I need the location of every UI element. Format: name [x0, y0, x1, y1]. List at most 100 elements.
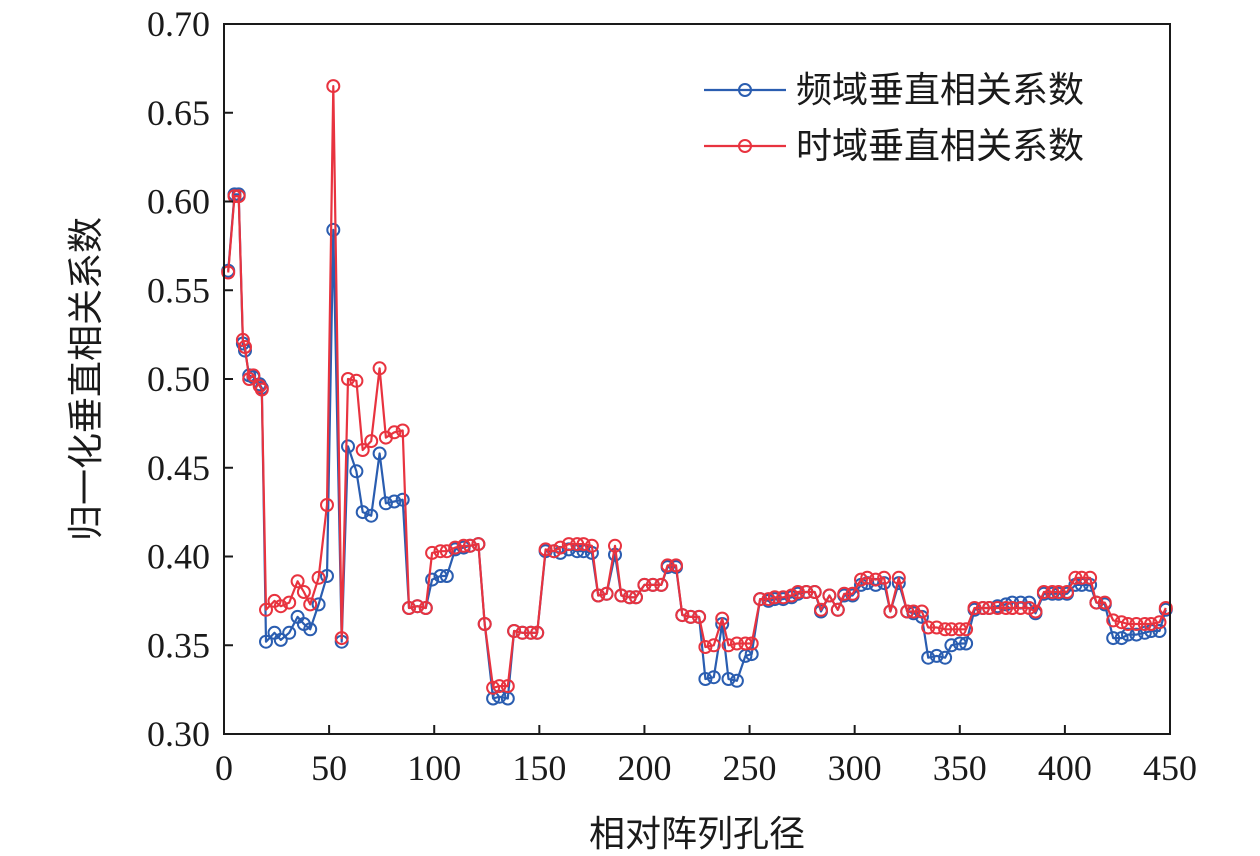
data-point-series-1 [1152, 624, 1167, 638]
data-point-series-2 [1036, 585, 1051, 599]
x-tick-label: 150 [512, 748, 566, 788]
data-point-series-2 [515, 625, 530, 640]
data-point-series-2 [938, 622, 953, 637]
data-point-series-2 [622, 590, 637, 605]
x-tick-label: 400 [1038, 748, 1092, 788]
data-point-series-2 [860, 570, 875, 585]
data-point-series-2 [418, 601, 433, 615]
data-point-series-2 [1013, 601, 1028, 615]
data-point-series-2 [683, 609, 698, 624]
data-point-series-1 [326, 222, 341, 237]
data-point-series-1 [341, 439, 355, 454]
data-point-series-1 [952, 636, 967, 651]
x-tick-label: 50 [311, 748, 347, 788]
x-tick-label: 450 [1143, 748, 1197, 788]
data-point-series-2 [425, 545, 440, 560]
y-tick-label: 0.30 [147, 714, 210, 754]
data-point-series-2 [790, 585, 805, 599]
data-point-series-2 [776, 590, 791, 605]
data-point-series-2 [296, 585, 311, 599]
data-point-series-1 [439, 569, 454, 583]
data-point-series-1 [1121, 627, 1135, 642]
data-point-series-2 [944, 622, 959, 637]
data-point-series-1 [311, 597, 326, 612]
data-point-series-2 [814, 602, 828, 617]
data-point-series-2 [410, 599, 425, 614]
data-point-series-2 [1074, 570, 1089, 585]
y-tick-label: 0.60 [147, 182, 210, 222]
data-point-series-2 [692, 609, 707, 624]
data-point-series-2 [402, 601, 416, 615]
x-tick-label: 250 [723, 748, 777, 788]
legend-label-2: 时域垂直相关系数 [796, 126, 1084, 167]
data-point-series-2 [914, 604, 929, 619]
data-point-series-2 [433, 544, 448, 559]
data-point-series-2 [845, 586, 860, 601]
data-point-series-2 [530, 625, 545, 640]
data-point-series-2 [507, 624, 522, 638]
data-point-series-2 [729, 636, 744, 651]
data-point-series-2 [553, 540, 568, 555]
data-point-series-2 [1045, 585, 1060, 599]
data-point-series-2 [654, 577, 669, 592]
data-point-series-2 [738, 636, 753, 651]
data-point-series-2 [1051, 585, 1066, 599]
data-point-series-2 [990, 601, 1005, 615]
x-axis-title: 相对阵列孔径 [589, 814, 805, 855]
data-point-series-2 [854, 572, 868, 587]
data-point-series-2 [326, 79, 341, 94]
data-point-series-2 [290, 574, 305, 589]
data-point-series-2 [439, 544, 454, 559]
data-point-series-1 [1129, 627, 1144, 642]
data-point-series-2 [744, 636, 759, 651]
series-layer [221, 79, 1173, 706]
data-point-series-1 [387, 494, 402, 509]
data-point-series-2 [830, 602, 845, 617]
data-point-series-1 [364, 508, 379, 523]
data-point-series-2 [599, 586, 614, 601]
y-tick-label: 0.50 [147, 359, 210, 399]
data-point-series-1 [372, 446, 387, 461]
data-point-series-2 [387, 425, 402, 440]
data-point-series-2 [246, 368, 261, 383]
data-point-series-2 [698, 640, 713, 654]
data-point-series-1 [744, 647, 759, 662]
data-point-series-2 [372, 361, 387, 376]
data-point-series-2 [1089, 595, 1104, 610]
data-point-series-2 [1005, 601, 1020, 615]
data-point-series-2 [561, 537, 576, 552]
data-point-series-2 [311, 570, 326, 585]
data-point-series-1 [303, 622, 318, 637]
data-point-series-1 [378, 496, 393, 511]
data-point-series-1 [433, 569, 448, 583]
data-point-series-2 [238, 340, 252, 354]
data-point-series-2 [837, 586, 852, 601]
data-point-series-2 [900, 604, 915, 619]
data-point-series-2 [929, 620, 944, 635]
data-point-series-2 [235, 332, 250, 347]
data-point-series-2 [868, 572, 883, 587]
data-point-series-1 [698, 672, 713, 686]
data-point-series-1 [729, 673, 744, 688]
y-axis-title: 归一化垂直相关系数 [66, 217, 107, 541]
data-point-series-2 [1152, 615, 1167, 630]
legend-label-1: 频域垂直相关系数 [796, 70, 1084, 111]
data-point-series-2 [1106, 613, 1121, 628]
data-point-series-2 [614, 588, 629, 603]
data-point-series-1 [921, 650, 936, 665]
y-axis: 0.30 0.35 0.40 0.45 0.50 0.55 0.60 0.65 0.70 [147, 4, 233, 754]
data-point-series-2 [975, 601, 990, 615]
data-point-series-1 [706, 670, 721, 685]
data-point-series-2 [753, 592, 768, 607]
legend-marker-1 [738, 83, 752, 97]
x-tick-label: 300 [828, 748, 882, 788]
data-point-series-1 [282, 625, 297, 640]
data-point-series-2 [952, 622, 967, 637]
data-point-series-2 [999, 601, 1013, 615]
legend-marker-2 [738, 139, 752, 153]
data-point-series-2 [1137, 617, 1152, 631]
data-point-series-2 [637, 577, 652, 592]
x-axis: 0 50 100 150 200 250 300 350 400 450 [215, 725, 1197, 788]
data-point-series-2 [584, 538, 599, 553]
